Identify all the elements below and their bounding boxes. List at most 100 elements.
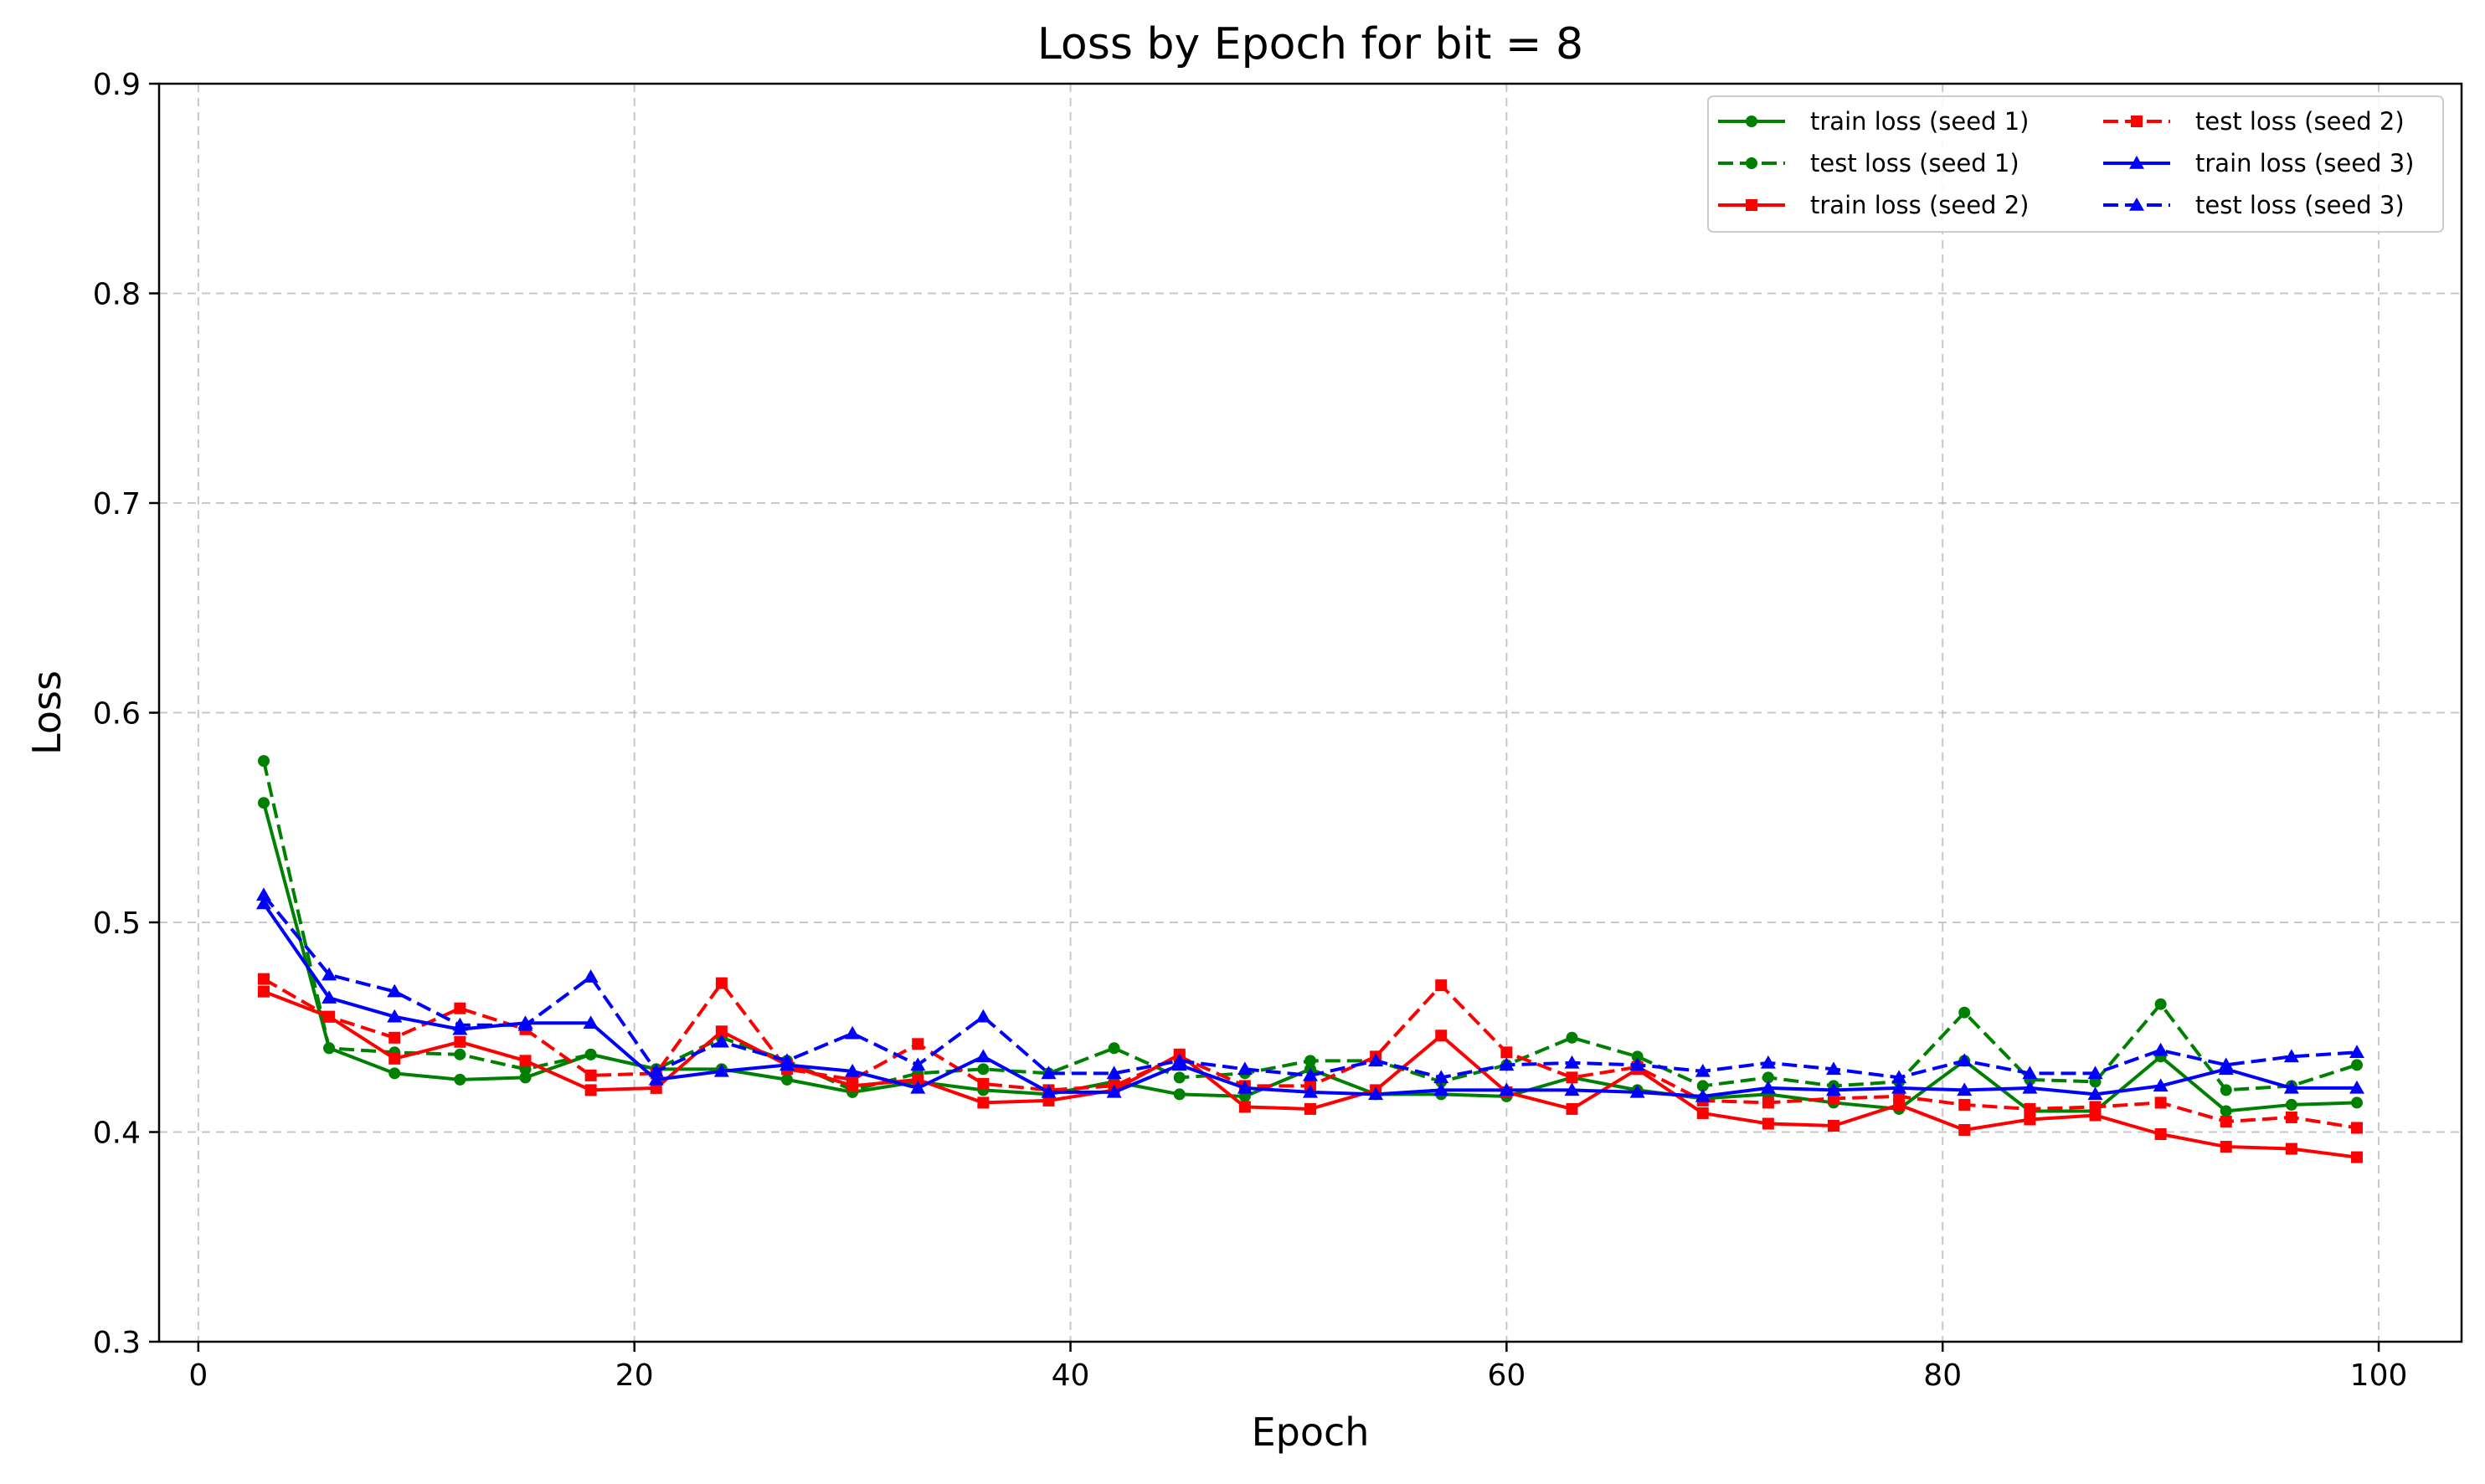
y-tick-label: 0.4 — [93, 1117, 141, 1151]
legend-label: test loss (seed 3) — [2195, 191, 2405, 219]
data-point — [2218, 1057, 2234, 1071]
data-point — [977, 1096, 990, 1109]
data-point — [1760, 1055, 1776, 1069]
data-point — [584, 1048, 597, 1060]
data-point — [1433, 1070, 1449, 1084]
data-point — [1435, 979, 1448, 992]
x-axis-label: Epoch — [1252, 1410, 1370, 1455]
data-point — [1629, 1057, 1645, 1071]
data-point — [2024, 1113, 2036, 1126]
data-point — [1957, 1082, 1973, 1096]
legend-item: train loss (seed 1) — [1718, 107, 2029, 136]
data-point — [519, 1071, 532, 1084]
legend-marker — [2131, 116, 2143, 127]
data-point — [1433, 1082, 1449, 1096]
data-point — [2220, 1141, 2232, 1153]
data-point — [975, 1049, 991, 1063]
x-tick-label: 40 — [1052, 1358, 1090, 1393]
data-point — [519, 1055, 532, 1067]
data-point — [1695, 1063, 1711, 1077]
data-point — [583, 1015, 599, 1029]
data-point — [1958, 1006, 1971, 1019]
legend-item: train loss (seed 2) — [1718, 191, 2029, 219]
series-layer — [256, 755, 2364, 1163]
data-point — [2154, 998, 2167, 1010]
data-point — [1762, 1096, 1774, 1109]
y-tick-label: 0.8 — [93, 278, 141, 312]
data-point — [1368, 1053, 1384, 1067]
data-point — [1760, 1080, 1776, 1094]
legend-label: test loss (seed 2) — [2195, 107, 2405, 136]
data-point — [1826, 1082, 1841, 1096]
data-point — [910, 1080, 926, 1094]
data-point — [1957, 1053, 1973, 1067]
data-point — [258, 985, 270, 998]
legend-box — [1707, 95, 2444, 233]
data-point — [2285, 1111, 2297, 1123]
data-point — [2022, 1080, 2038, 1094]
data-point — [1566, 1102, 1578, 1115]
data-point — [452, 1017, 468, 1031]
data-point — [1435, 1030, 1448, 1042]
data-point — [1564, 1055, 1580, 1069]
legend-label: train loss (seed 3) — [2195, 149, 2414, 177]
data-point — [2285, 1143, 2297, 1155]
data-point — [1696, 1107, 1709, 1119]
data-point — [2351, 1096, 2363, 1109]
data-point — [454, 1035, 466, 1048]
data-point — [256, 887, 271, 901]
data-point — [912, 1038, 924, 1050]
data-point — [1958, 1123, 1971, 1136]
y-tick-label: 0.3 — [93, 1326, 141, 1360]
data-point — [1762, 1071, 1774, 1084]
data-point — [1304, 1055, 1316, 1067]
legend-item: test loss (seed 2) — [2103, 107, 2405, 136]
data-point — [2087, 1066, 2103, 1080]
data-point — [1368, 1086, 1384, 1101]
data-point — [1891, 1080, 1907, 1094]
y-tick-label: 0.5 — [93, 906, 141, 941]
series-test-loss-seed-3 — [256, 887, 2364, 1084]
data-point — [1303, 1084, 1318, 1098]
data-point — [1826, 1061, 1841, 1076]
axes: 0 20 40 60 80 100 0.3 0.4 0.5 0.6 0.7 0.8 0.9 — [93, 68, 2408, 1393]
data-point — [1041, 1066, 1057, 1080]
data-point — [388, 1067, 401, 1080]
data-point — [1173, 1071, 1186, 1084]
data-point — [1500, 1046, 1513, 1059]
data-point — [388, 1052, 401, 1065]
data-point — [910, 1057, 926, 1071]
data-point — [1891, 1070, 1907, 1084]
data-point — [1237, 1080, 1253, 1094]
data-point — [2153, 1042, 2169, 1056]
data-point — [1631, 1050, 1644, 1063]
data-point — [2220, 1105, 2232, 1117]
data-point — [1566, 1071, 1578, 1084]
data-point — [2153, 1078, 2169, 1092]
legend-marker — [1746, 199, 1757, 211]
data-point — [454, 1073, 466, 1086]
legend-item: train loss (seed 3) — [2103, 149, 2414, 177]
data-point — [713, 1034, 729, 1048]
data-point — [323, 1042, 336, 1055]
data-point — [1564, 1082, 1580, 1096]
data-point — [258, 973, 270, 985]
data-point — [1171, 1053, 1187, 1067]
data-point — [584, 1069, 597, 1081]
data-point — [258, 797, 270, 809]
legend-marker — [2129, 198, 2144, 211]
data-point — [2349, 1080, 2364, 1094]
data-point — [713, 1063, 729, 1077]
data-point — [2351, 1059, 2363, 1071]
data-point — [584, 1084, 597, 1096]
data-point — [975, 1009, 991, 1023]
data-point — [2285, 1098, 2297, 1111]
x-tick-label: 0 — [188, 1358, 208, 1393]
data-point — [2024, 1102, 2036, 1115]
y-tick-label: 0.9 — [93, 68, 141, 102]
data-point — [2087, 1086, 2103, 1101]
data-point — [977, 1077, 990, 1090]
data-point — [1238, 1101, 1251, 1113]
data-point — [648, 1071, 664, 1086]
